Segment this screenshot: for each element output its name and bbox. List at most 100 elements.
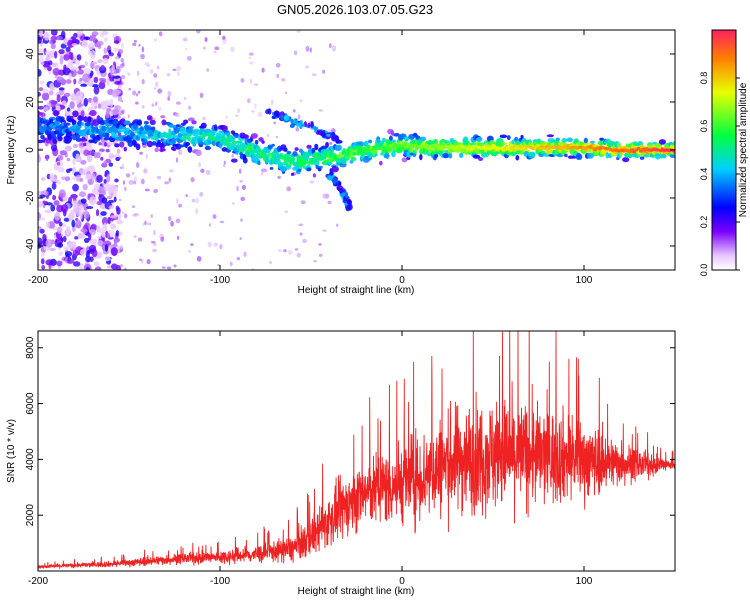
heatmap-cell (327, 128, 332, 134)
heatmap-cell (115, 205, 120, 211)
heatmap-cell (188, 126, 195, 129)
heatmap-cell (346, 199, 351, 205)
heatmap-cell (87, 178, 95, 186)
heatmap-cell (374, 153, 378, 157)
heatmap-cell (96, 68, 100, 76)
heatmap-cell (151, 117, 157, 120)
heatmap-cell (47, 60, 53, 66)
heatmap-cell (344, 193, 349, 199)
heatmap-cell (118, 48, 124, 55)
heatmap-cell (66, 157, 71, 162)
heatmap-cell (318, 109, 323, 112)
heatmap-cell (200, 168, 205, 174)
heatmap-cell (294, 248, 298, 251)
heatmap-cell (111, 64, 115, 74)
heatmap-cell (381, 137, 386, 143)
heatmap-cell (113, 40, 120, 44)
heatmap-cell (275, 135, 278, 139)
heatmap-cell (81, 122, 85, 127)
heatmap-cell (290, 172, 295, 176)
heatmap-cell (661, 153, 667, 159)
x-tick-label: -100 (210, 275, 230, 286)
heatmap-cell (71, 241, 77, 250)
heatmap-cell (41, 200, 49, 205)
heatmap-cell (302, 238, 307, 243)
heatmap-cell (64, 145, 72, 152)
heatmap-cell (306, 144, 312, 149)
heatmap-cell (109, 98, 114, 108)
heatmap-cell (636, 146, 641, 151)
heatmap-cell (85, 250, 90, 258)
heatmap-cell (60, 204, 69, 213)
heatmap-cell (311, 73, 317, 77)
heatmap-cell (321, 132, 327, 139)
heatmap-cell (171, 137, 177, 145)
heatmap-cell (198, 161, 201, 168)
heatmap-cell (93, 85, 100, 95)
heatmap-cell (221, 125, 228, 132)
heatmap-cell (53, 109, 60, 117)
heatmap-cell (38, 48, 43, 52)
heatmap-cell (150, 214, 154, 218)
heatmap-cell (132, 42, 137, 47)
heatmap-cell (515, 154, 520, 161)
y-tick-label: 20 (25, 96, 36, 108)
x-tick-label: -200 (28, 275, 48, 286)
heatmap-cell (176, 65, 182, 72)
heatmap-cell (328, 43, 332, 49)
heatmap-cell (118, 199, 122, 202)
heatmap-cell (40, 251, 45, 257)
heatmap-cell (115, 230, 120, 237)
heatmap-cell (248, 52, 254, 56)
heatmap-cell (331, 177, 337, 184)
heatmap-cell (50, 204, 56, 212)
heatmap-cell (459, 152, 464, 159)
heatmap-cell (50, 143, 58, 152)
heatmap-cell (111, 133, 119, 139)
spectrogram-y-axis: -40 -20 0 20 40 (25, 48, 675, 253)
heatmap-cell (219, 220, 225, 224)
heatmap-cell (139, 258, 142, 261)
heatmap-cell (95, 209, 100, 217)
heatmap-cell (85, 255, 92, 263)
heatmap-cell (73, 202, 80, 212)
figure-title: GN05.2026.103.07.05.G23 (277, 2, 433, 17)
heatmap-cell (273, 110, 280, 117)
heatmap-cell (295, 126, 300, 132)
heatmap-cell (72, 143, 79, 149)
heatmap-cell (243, 251, 247, 258)
heatmap-cell (38, 201, 44, 208)
heatmap-cell (80, 110, 85, 117)
y-tick-label: 0 (25, 147, 36, 153)
heatmap-cell (63, 246, 70, 251)
heatmap-cell (177, 144, 185, 148)
heatmap-cell (310, 121, 314, 129)
heatmap-cell (261, 67, 265, 73)
heatmap-cell (119, 264, 124, 268)
heatmap-cell (331, 128, 336, 134)
heatmap-cell (240, 196, 246, 202)
heatmap-cell (122, 180, 126, 185)
heatmap-cell (312, 173, 317, 178)
heatmap-cell (96, 251, 103, 259)
heatmap-cell (325, 141, 329, 148)
heatmap-cell (183, 96, 187, 100)
heatmap-cell (223, 160, 226, 165)
heatmap-cell (267, 145, 272, 149)
heatmap-cell (183, 119, 189, 124)
heatmap-cell (370, 148, 375, 152)
heatmap-cell (292, 109, 296, 113)
heatmap-cell (476, 136, 483, 142)
heatmap-cell (72, 158, 76, 166)
heatmap-cell (195, 197, 199, 204)
colorbar-tick-label: 0.2 (699, 216, 709, 229)
heatmap-cell (39, 80, 45, 85)
heatmap-cell (88, 111, 95, 116)
heatmap-cell (199, 192, 204, 197)
heatmap-cell (86, 205, 94, 210)
heatmap-cell (225, 115, 228, 119)
heatmap-cell (56, 94, 61, 103)
heatmap-cell (326, 175, 333, 181)
heatmap-cell (75, 90, 84, 100)
heatmap-cell (320, 156, 327, 160)
